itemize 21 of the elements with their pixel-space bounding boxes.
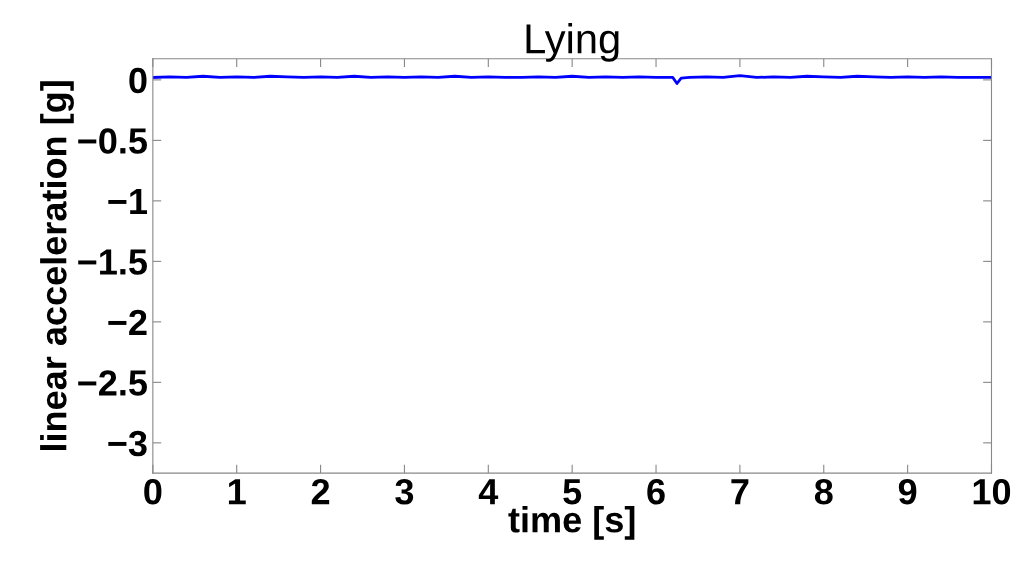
chart-title: Lying — [526, 22, 619, 62]
x-tick-label: 4 — [478, 479, 499, 505]
y-axis-title: linear acceleration [g] — [40, 81, 74, 451]
x-tick-label: 6 — [647, 478, 665, 505]
line-series — [152, 74, 992, 85]
x-tick-label: 10 — [973, 478, 1011, 505]
x-tick-label: 9 — [898, 478, 917, 505]
x-tick-label: 5 — [563, 479, 582, 505]
y-tick-label: 0 — [129, 67, 147, 94]
x-tick-label: 3 — [395, 478, 414, 505]
x-axis-title: time [s] — [508, 506, 635, 540]
y-tick-label: −2 — [108, 309, 147, 335]
x-tick-label: 1 — [228, 479, 246, 505]
x-tick-label: 2 — [311, 478, 330, 505]
x-tick-label: 8 — [814, 478, 833, 505]
y-tick-label: −0.5 — [78, 128, 147, 154]
y-tick-label: −1 — [108, 189, 147, 214]
y-tick-label: −2.5 — [78, 370, 147, 396]
x-tick-label: 7 — [731, 479, 749, 505]
y-tick-label: −1.5 — [78, 249, 147, 275]
y-tick-label: −3 — [108, 430, 147, 457]
